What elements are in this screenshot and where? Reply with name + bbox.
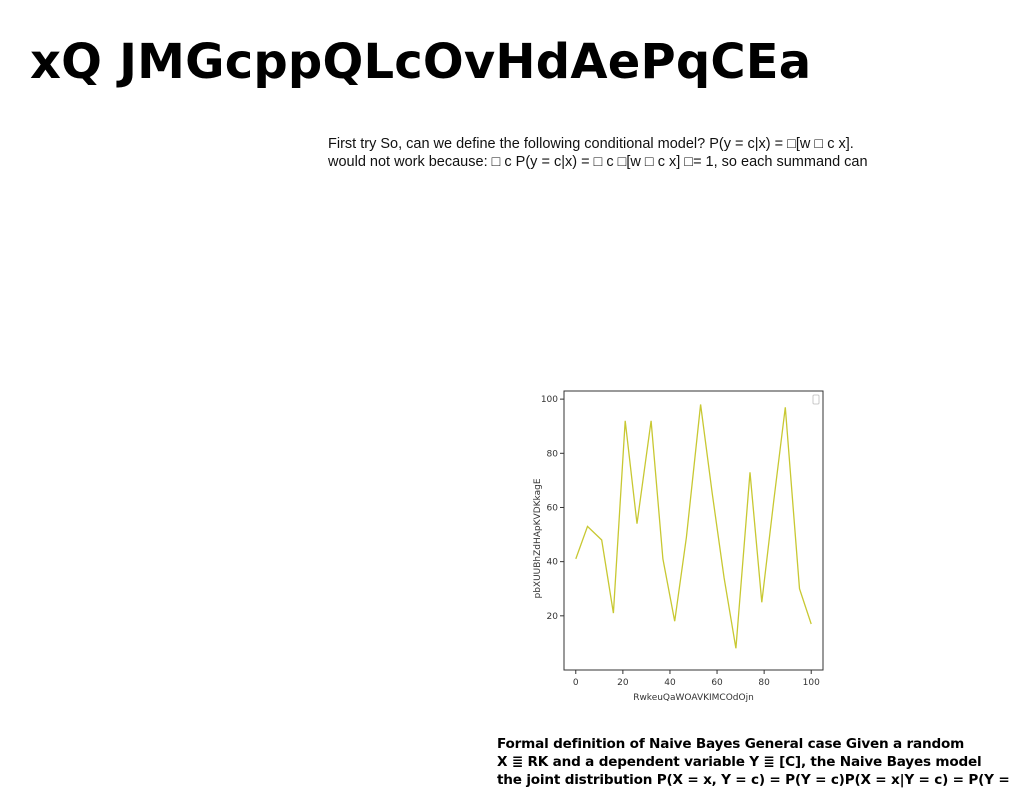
y-axis-label: pbXUUBhZdHApKVDKkagE (533, 478, 543, 598)
caption-text-line: X ≣ RK and a dependent variable Y ≣ [C],… (497, 754, 982, 770)
caption-text-line: Formal definition of Naive Bayes General… (497, 736, 965, 752)
body-text-line: First try So, can we define the followin… (328, 136, 854, 152)
plot-frame (563, 390, 824, 671)
x-tick-label: 20 (617, 678, 629, 688)
x-tick-label: 40 (664, 678, 676, 688)
y-tick-label: 20 (547, 612, 559, 622)
x-tick-label: 60 (711, 678, 723, 688)
y-tick-label: 80 (547, 449, 559, 459)
y-tick-label: 40 (547, 558, 559, 568)
line-chart: 0 20 40 60 80 100 20 40 60 80 100 RwkeuQaWOAVKIMCOd… (530, 385, 830, 710)
y-tick-label: 100 (541, 395, 558, 405)
x-tick-label: 80 (758, 678, 770, 688)
x-tick-label: 100 (803, 678, 820, 688)
caption-text-line: the joint distribution P(X = x, Y = c) =… (497, 772, 1010, 788)
x-tick-label: 0 (573, 678, 579, 688)
body-text-line: would not work because: □ c P(y = c|x) =… (328, 154, 868, 170)
body-text: First try So, can we define the followin… (328, 135, 968, 171)
y-tick-label: 60 (547, 503, 559, 513)
series-line (575, 404, 812, 649)
x-axis-label: RwkeuQaWOAVKIMCOdOjn (633, 693, 754, 703)
legend-box (812, 394, 820, 405)
caption-text: Formal definition of Naive Bayes General… (497, 735, 1024, 789)
line-chart-svg: 0 20 40 60 80 100 20 40 60 80 100 RwkeuQaWOAVKIMCOd… (533, 390, 824, 703)
slide-title: xQ JMGcppQLcOvHdAePqCEa (30, 34, 812, 90)
